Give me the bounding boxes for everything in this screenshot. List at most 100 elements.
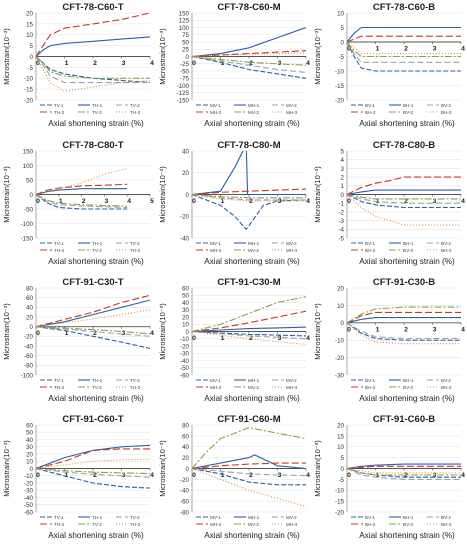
y-tick-label: -100 <box>21 221 34 228</box>
series-line-mv-1 <box>192 330 306 337</box>
series-line-mv-2 <box>192 55 306 74</box>
x-tick-label: 3 <box>433 198 437 205</box>
legend-label: BV-1 <box>365 515 375 520</box>
series-line-th-3 <box>36 458 150 470</box>
legend-label: MH-3 <box>286 110 298 115</box>
x-tick-label: 0 <box>36 60 40 67</box>
legend-label: MV-3 <box>248 385 259 390</box>
y-tick-label: 15 <box>26 21 33 28</box>
series-line-bh-2 <box>347 35 461 43</box>
x-tick-label: 3 <box>433 46 437 53</box>
y-tick-label: 3 <box>341 166 345 173</box>
y-tick-label: -80 <box>24 363 34 370</box>
y-tick-label: 0 <box>186 329 190 336</box>
x-tick-label: 4 <box>150 472 154 479</box>
y-tick-label: 75 <box>182 32 189 39</box>
legend-label: MH-1 <box>248 378 260 383</box>
chart-title: CFT-91-C30-M <box>217 277 280 288</box>
legend-label: TV-2 <box>130 378 140 383</box>
x-tick-label: 3 <box>433 326 437 333</box>
series-line-bh-2 <box>347 176 461 195</box>
y-axis-label: Microstrain(10⁻³) <box>2 440 11 497</box>
y-tick-label: 20 <box>26 451 33 458</box>
y-tick-label: -5 <box>338 477 344 484</box>
series-line-mv-3 <box>192 193 306 199</box>
y-tick-label: -10 <box>180 336 190 343</box>
x-tick-label: 1 <box>65 472 69 479</box>
series-line-mv-2 <box>192 330 306 340</box>
y-tick-label: 150 <box>179 10 190 17</box>
series-line-mv-3 <box>192 427 306 469</box>
x-tick-label: 0 <box>36 198 40 205</box>
y-tick-label: 30 <box>26 444 33 451</box>
x-tick-label: 4 <box>461 46 465 53</box>
x-tick-label: 2 <box>93 330 97 337</box>
y-tick-label: 80 <box>182 422 189 429</box>
y-tick-label: 0 <box>30 324 34 331</box>
legend-label: MH-3 <box>286 385 298 390</box>
series-line-mv-1 <box>192 467 306 486</box>
x-axis-label: Axial shortening strain (%) <box>204 394 300 403</box>
x-tick-label: 4 <box>461 198 465 205</box>
legend-label: TH-2 <box>54 385 65 390</box>
series-line-bv-1 <box>347 322 461 341</box>
y-tick-label: -10 <box>24 473 34 480</box>
series-line-bv-3 <box>347 41 461 58</box>
y-tick-label: -60 <box>24 353 34 360</box>
x-tick-label: 1 <box>221 60 225 67</box>
series-line-mh-3 <box>192 330 306 346</box>
x-tick-label: 2 <box>249 60 253 67</box>
legend-label: BV-3 <box>403 385 413 390</box>
y-tick-label: 5 <box>341 455 345 462</box>
x-tick-label: 3 <box>278 472 282 479</box>
series-line-mv-2 <box>192 467 306 477</box>
legend-label: TH-3 <box>130 110 141 115</box>
y-tick-label: -50 <box>24 502 34 509</box>
y-tick-label: -4 <box>338 227 344 234</box>
y-tick-label: -25 <box>180 61 190 68</box>
x-tick-label: 4 <box>306 60 310 67</box>
legend-label: BH-3 <box>441 248 452 253</box>
legend-label: MV-2 <box>286 103 297 108</box>
y-tick-label: -5 <box>338 235 344 242</box>
legend-label: TH-1 <box>92 103 103 108</box>
legend-label: MV-1 <box>210 515 221 520</box>
legend-label: TH-3 <box>130 385 141 390</box>
y-tick-label: -20 <box>24 97 34 104</box>
y-tick-label: 20 <box>26 314 33 321</box>
series-line-bv-2 <box>347 467 461 480</box>
y-tick-label: -20 <box>180 477 190 484</box>
series-line-tv-3 <box>36 326 150 335</box>
x-tick-label: 4 <box>461 326 465 333</box>
y-tick-label: -125 <box>177 90 190 97</box>
y-tick-label: -1 <box>338 201 344 208</box>
series-line-bh-1 <box>347 26 461 43</box>
series-line-tv-3 <box>36 467 150 475</box>
series-line-bv-2 <box>347 193 461 204</box>
series-line-mv-3 <box>192 296 306 333</box>
series-line-mh-1 <box>192 26 306 58</box>
y-tick-label: 20 <box>337 285 344 292</box>
y-tick-label: -60 <box>24 509 34 516</box>
x-axis-label: Axial shortening strain (%) <box>359 257 455 266</box>
x-tick-label: 2 <box>249 335 253 342</box>
legend-label: TV-1 <box>54 515 64 520</box>
legend-label: MV-2 <box>286 515 297 520</box>
x-tick-label: 1 <box>221 335 225 342</box>
series-line-th-3 <box>36 309 150 328</box>
legend-label: MV-3 <box>248 522 259 527</box>
series-line-bv-2 <box>347 41 461 63</box>
y-tick-label: 125 <box>179 18 190 25</box>
legend-label: BV-3 <box>403 110 413 115</box>
y-tick-label: -10 <box>335 68 345 75</box>
y-tick-label: 4 <box>341 157 345 164</box>
y-tick-label: 5 <box>30 43 34 50</box>
y-tick-label: -10 <box>24 76 34 83</box>
legend-label: MV-1 <box>210 103 221 108</box>
y-tick-label: -2 <box>338 209 344 216</box>
y-tick-label: -20 <box>335 509 345 516</box>
y-tick-label: -20 <box>24 480 34 487</box>
y-tick-label: 0 <box>30 192 34 199</box>
